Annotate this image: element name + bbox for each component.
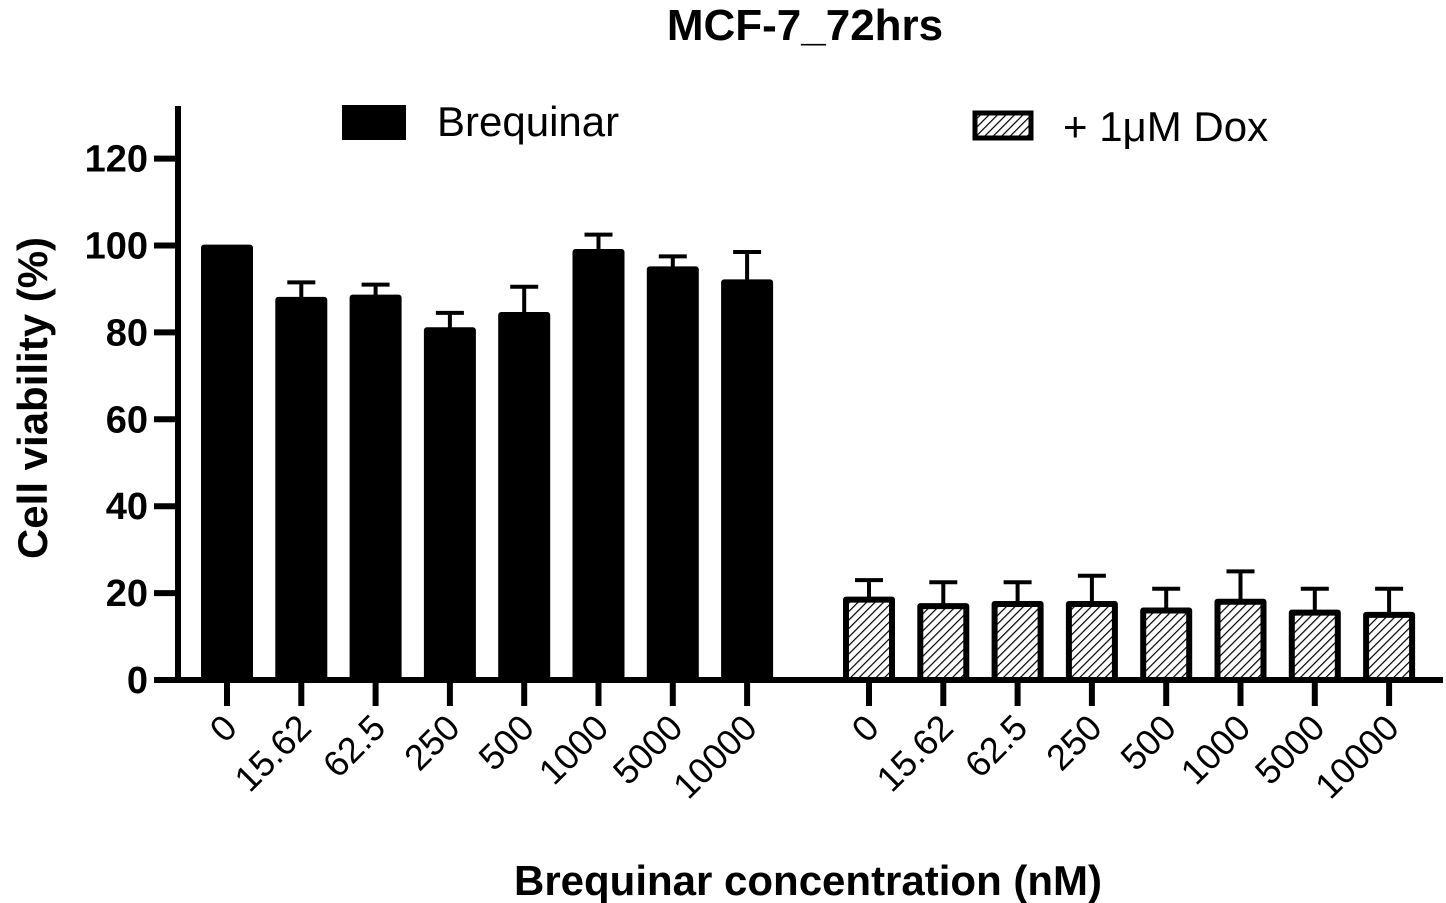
bar xyxy=(721,279,774,683)
y-tick-label: 40 xyxy=(106,486,148,528)
x-tick-label: 10000 xyxy=(1307,707,1407,807)
chart-title: MCF-7_72hrs xyxy=(667,1,943,50)
bar xyxy=(991,600,1044,684)
x-tick-label: 0 xyxy=(202,707,245,750)
x-tick-label: 1000 xyxy=(531,707,617,793)
bar xyxy=(498,312,551,683)
bar xyxy=(423,327,476,683)
bar xyxy=(349,294,402,683)
bar xyxy=(1140,607,1193,683)
bar xyxy=(201,244,253,684)
x-tick-label: 0 xyxy=(844,707,887,750)
y-axis: 0 20 40 60 80 100 120 xyxy=(85,106,181,702)
x-tick-label: 62.5 xyxy=(957,707,1036,786)
y-axis-label: Cell viability (%) xyxy=(9,237,56,559)
legend-swatch-brequinar xyxy=(342,105,406,140)
bars xyxy=(201,232,1416,684)
legend-label-dox: + 1μM Dox xyxy=(1063,103,1268,150)
y-tick-label: 20 xyxy=(106,573,148,615)
bar xyxy=(917,603,970,684)
legend-label-brequinar: Brequinar xyxy=(437,98,619,145)
bar xyxy=(1214,598,1267,683)
y-tick-label: 120 xyxy=(85,139,148,181)
x-tick-label: 500 xyxy=(470,707,541,778)
y-tick-label: 60 xyxy=(106,399,148,441)
bar xyxy=(572,249,625,684)
x-tick-label: 15.62 xyxy=(226,707,319,800)
x-tick-label: 1000 xyxy=(1173,707,1259,793)
bar xyxy=(1288,609,1341,684)
x-tick-label: 500 xyxy=(1112,707,1183,778)
y-tick-label: 80 xyxy=(106,312,148,354)
y-tick-label: 0 xyxy=(127,660,148,702)
bar xyxy=(275,296,328,683)
x-axis-label: Brequinar concentration (nM) xyxy=(514,857,1102,903)
legend-swatch-dox xyxy=(972,110,1034,141)
x-tick-label: 10000 xyxy=(665,707,765,807)
bar xyxy=(1363,611,1416,684)
x-tick-label: 62.5 xyxy=(315,707,394,786)
bar xyxy=(1065,600,1118,684)
bar xyxy=(843,596,895,683)
legend: Brequinar + 1μM Dox xyxy=(342,98,1268,150)
y-tick-label: 100 xyxy=(85,226,148,268)
x-tick-label: 15.62 xyxy=(868,707,961,800)
x-tick-label: 250 xyxy=(396,707,467,778)
bar xyxy=(646,266,699,683)
x-tick-label: 250 xyxy=(1038,707,1109,778)
